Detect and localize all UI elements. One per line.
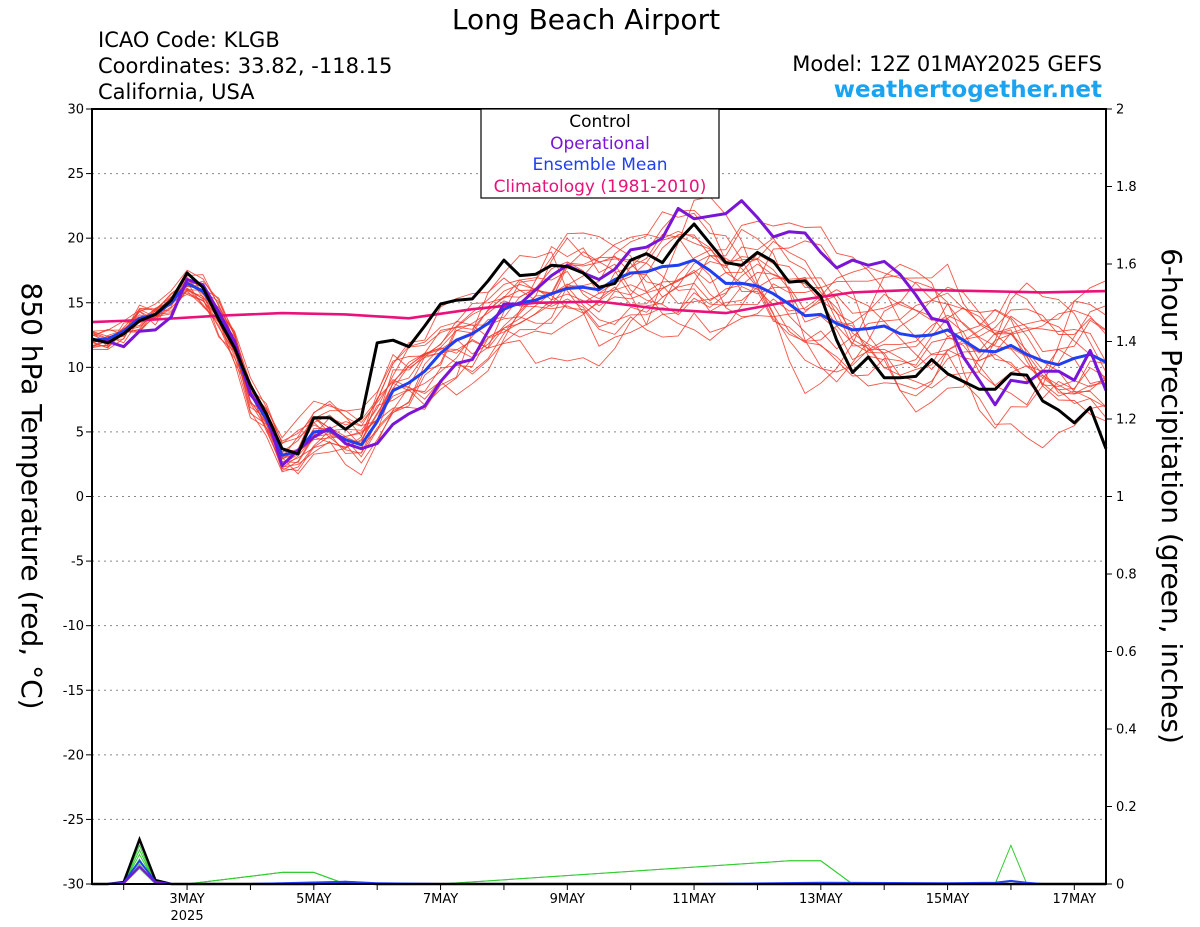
x-tick-label: 13MAY bbox=[799, 892, 843, 907]
y-tick-label: 5 bbox=[76, 425, 84, 440]
y-tick-label: -5 bbox=[71, 555, 84, 570]
y-tick-label: -10 bbox=[63, 619, 84, 634]
x-tick-label: 5MAY bbox=[296, 892, 331, 907]
y-tick-label: -30 bbox=[63, 878, 84, 893]
ensemble-member-line bbox=[91, 211, 1107, 447]
x-tick-label: 15MAY bbox=[926, 892, 970, 907]
y-tick-label: -25 bbox=[63, 813, 84, 828]
x-tick-label: 3MAY bbox=[169, 892, 204, 907]
precip-member-line bbox=[92, 848, 1106, 885]
left-axis-label: 850 hPa Temperature (red, °C) bbox=[15, 282, 48, 709]
y2-tick-label: 1.4 bbox=[1116, 335, 1137, 350]
right-axis: 2 1.8 1.6 1.4 1.2 1 0.8 0.6 0.4 0.2 0 bbox=[1106, 103, 1137, 893]
ensemble-member-line bbox=[91, 255, 1107, 459]
ensemble-member-line bbox=[91, 251, 1107, 471]
x-tick-label: 17MAY bbox=[1053, 892, 1097, 907]
y2-tick-label: 1.8 bbox=[1116, 180, 1137, 195]
precip-ensemble-mean-line bbox=[92, 859, 1106, 885]
legend-box bbox=[480, 108, 720, 199]
icao-code: ICAO Code: KLGB bbox=[98, 28, 280, 52]
y-tick-label: 20 bbox=[67, 232, 84, 247]
y-tick-label: 15 bbox=[67, 296, 84, 311]
coordinates: Coordinates: 33.82, -118.15 bbox=[98, 54, 392, 78]
control-line bbox=[91, 222, 1108, 456]
legend: Control Operational Ensemble Mean Climat… bbox=[480, 108, 720, 199]
y-tick-label: 30 bbox=[67, 103, 84, 118]
ensemble-mean-line bbox=[91, 258, 1107, 457]
y-tick-label: -20 bbox=[63, 748, 84, 763]
y-tick-label: 25 bbox=[67, 167, 84, 182]
precip-member-line bbox=[92, 843, 1106, 885]
ensemble-member-line bbox=[91, 232, 1107, 455]
model-run: Model: 12Z 01MAY2025 GEFS bbox=[792, 52, 1102, 76]
left-axis: 30 25 20 15 10 5 0 -5 -10 -15 -20 -25 -30 bbox=[63, 103, 92, 893]
x-axis: 3MAY 2025 5MAY 7MAY 9MAY 11MAY 13MAY 15MAY 17MAY bbox=[123, 884, 1097, 924]
y2-tick-label: 1.6 bbox=[1116, 258, 1137, 273]
ensemble-member-line bbox=[91, 233, 1107, 464]
chart-title: Long Beach Airport bbox=[452, 3, 720, 36]
ensemble-member-line bbox=[91, 196, 1107, 459]
y2-tick-label: 1 bbox=[1116, 490, 1124, 505]
x-tick-label: 7MAY bbox=[423, 892, 458, 907]
precip-member-line bbox=[92, 858, 1106, 885]
right-axis-label: 6-hour Precipitation (green, inches) bbox=[1155, 248, 1188, 744]
y2-tick-label: 0.2 bbox=[1116, 800, 1137, 815]
y-tick-label: 0 bbox=[76, 490, 84, 505]
legend-operational: Operational bbox=[550, 134, 650, 154]
precip-member-line bbox=[92, 843, 1106, 885]
x-tick-label: 11MAY bbox=[672, 892, 716, 907]
temperature-series bbox=[91, 199, 1108, 467]
ensemble-member-line bbox=[91, 235, 1107, 469]
precip-member-line bbox=[92, 860, 1106, 885]
precip-member-line bbox=[92, 853, 1106, 885]
location: California, USA bbox=[98, 80, 255, 104]
site-name: weathertogether.net bbox=[834, 77, 1102, 103]
y2-tick-label: 0 bbox=[1116, 878, 1124, 893]
ensemble-member-line bbox=[91, 275, 1107, 466]
y2-tick-label: 0.4 bbox=[1116, 723, 1137, 738]
y2-tick-label: 1.2 bbox=[1116, 413, 1137, 428]
ensemble-member-line bbox=[91, 228, 1107, 475]
y-tick-label: -15 bbox=[63, 684, 84, 699]
x-tick-label: 9MAY bbox=[550, 892, 585, 907]
y2-tick-label: 0.6 bbox=[1116, 645, 1137, 660]
climatology-line bbox=[91, 288, 1107, 324]
y2-tick-label: 2 bbox=[1116, 103, 1124, 118]
legend-control: Control bbox=[569, 112, 630, 132]
y-tick-label: 10 bbox=[67, 361, 84, 376]
legend-climatology: Climatology (1981-2010) bbox=[494, 177, 707, 197]
y2-tick-label: 0.8 bbox=[1116, 568, 1137, 583]
grid-lines bbox=[92, 173, 1106, 820]
precip-operational-line bbox=[92, 865, 1106, 885]
plot-frame bbox=[91, 108, 1107, 885]
x-tick-sublabel: 2025 bbox=[171, 909, 204, 924]
operational-line bbox=[91, 199, 1108, 467]
precipitation-series bbox=[92, 835, 1106, 886]
ensemble-member-line bbox=[91, 240, 1107, 460]
legend-ensemble-mean: Ensemble Mean bbox=[532, 155, 667, 175]
